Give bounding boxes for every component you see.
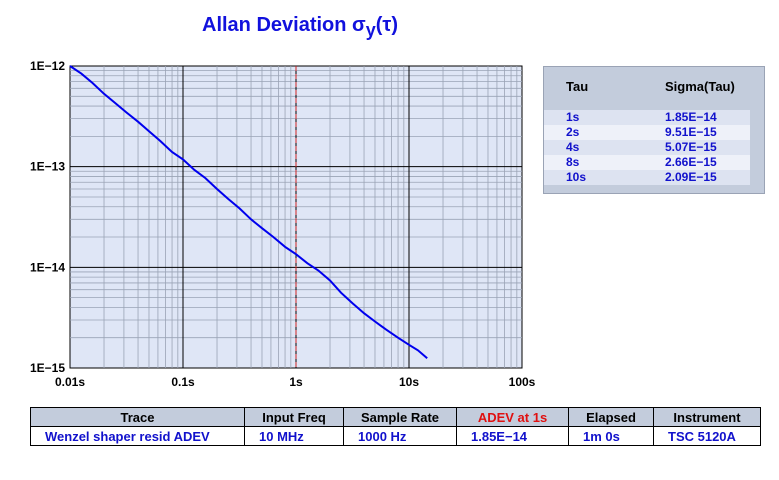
info-header-input-freq: Input Freq <box>244 407 344 427</box>
adev-series-line <box>69 65 428 359</box>
y-tick-label: 1E−15 <box>30 361 65 375</box>
info-value-input-freq: 10 MHz <box>244 426 344 446</box>
info-value-adev: 1.85E−14 <box>456 426 569 446</box>
x-tick-label: 1s <box>289 375 303 389</box>
x-tick-label: 100s <box>509 375 536 389</box>
chart-title-text: Allan Deviation <box>202 14 347 36</box>
sigma-row: 1s 1.85E−14 <box>544 110 750 125</box>
info-header-trace: Trace <box>30 407 245 427</box>
sigma-row-tau: 1s <box>566 110 580 124</box>
sigma-row-value: 9.51E−15 <box>665 125 717 139</box>
chart-title: Allan Deviation σy(τ) <box>0 14 600 41</box>
info-value-trace: Wenzel shaper resid ADEV <box>30 426 245 446</box>
sigma-row-tau: 10s <box>566 170 587 184</box>
chart-title-subscript: y <box>365 20 376 40</box>
sigma-row-value: 5.07E−15 <box>665 140 717 154</box>
sigma-row-tau: 8s <box>566 155 580 169</box>
sigma-header-tau: Tau <box>566 79 589 94</box>
info-value-row: Wenzel shaper resid ADEV 10 MHz 1000 Hz … <box>30 426 761 446</box>
info-header-elapsed: Elapsed <box>568 407 654 427</box>
sigma-row: 10s 2.09E−15 <box>544 170 750 185</box>
sigma-row-tau: 2s <box>566 125 580 139</box>
sigma-row: 4s 5.07E−15 <box>544 140 750 155</box>
info-header-adev: ADEV at 1s <box>456 407 569 427</box>
info-header-row: Trace Input Freq Sample Rate ADEV at 1s … <box>30 407 761 427</box>
sigma-row: 2s 9.51E−15 <box>544 125 750 140</box>
trace-info-table: Trace Input Freq Sample Rate ADEV at 1s … <box>30 407 761 446</box>
sigma-row: 8s 2.66E−15 <box>544 155 750 170</box>
info-header-instrument: Instrument <box>653 407 761 427</box>
x-tick-label: 10s <box>399 375 419 389</box>
sigma-row-tau: 4s <box>566 140 580 154</box>
chart-title-suffix: (τ) <box>375 14 398 36</box>
x-tick-labels: 0.01s 0.1s 1s 10s 100s <box>55 375 536 389</box>
allan-deviation-chart: 0.01s 0.1s 1s 10s 100s 1E−12 1E−13 1E−14 1E−15 <box>30 59 536 389</box>
sigma-header-sigma: Sigma(Tau) <box>665 79 735 94</box>
sigma-row-value: 2.09E−15 <box>665 170 717 184</box>
info-header-sample-rate: Sample Rate <box>343 407 457 427</box>
sigma-row-value: 1.85E−14 <box>665 110 717 124</box>
sigma-tau-panel: Tau Sigma(Tau) 1s 1.85E−14 2s 9.51E−15 4… <box>543 66 765 194</box>
x-tick-label: 0.1s <box>171 375 195 389</box>
x-tick-label: 0.01s <box>55 375 85 389</box>
sigma-row-value: 2.66E−15 <box>665 155 717 169</box>
y-tick-labels: 1E−12 1E−13 1E−14 1E−15 <box>30 59 65 375</box>
info-value-elapsed: 1m 0s <box>568 426 654 446</box>
info-value-sample-rate: 1000 Hz <box>343 426 457 446</box>
sigma-rows: 1s 1.85E−14 2s 9.51E−15 4s 5.07E−15 8s 2… <box>544 110 750 185</box>
y-tick-label: 1E−12 <box>30 59 65 73</box>
y-tick-label: 1E−13 <box>30 160 65 174</box>
y-tick-label: 1E−14 <box>30 260 65 274</box>
info-value-instrument: TSC 5120A <box>653 426 761 446</box>
chart-title-symbol: σ <box>352 14 366 36</box>
